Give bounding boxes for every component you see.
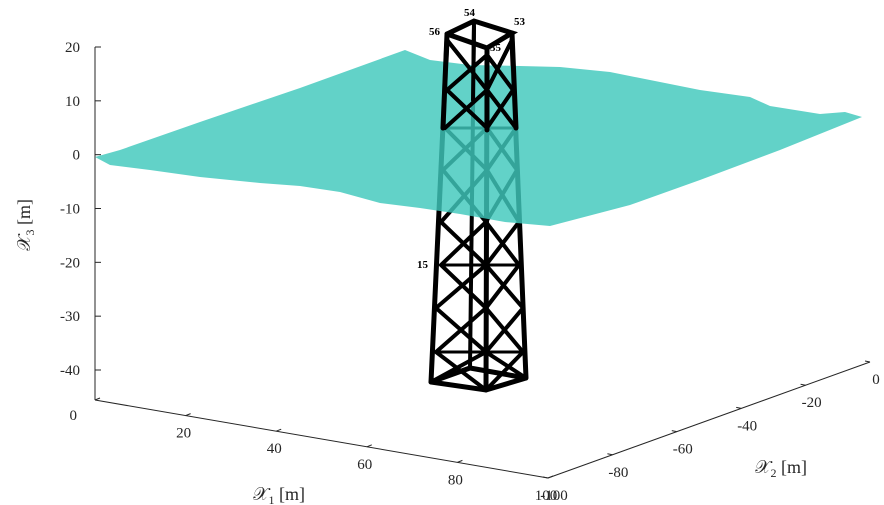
z-axis-label: 𝒳3 [m]: [14, 199, 37, 251]
tower-brace: [483, 220, 526, 392]
y-tick-mark: [864, 360, 871, 363]
x-tick-label: 40: [267, 441, 282, 457]
x-axis-line: [94, 399, 549, 479]
node-label: 55: [490, 42, 502, 54]
x-tick-label: 100: [535, 488, 558, 504]
z-tick-label: -40: [60, 363, 80, 379]
x-tick-label: 20: [176, 426, 191, 442]
tower-brace: [444, 53, 489, 130]
tower-leg: [471, 19, 476, 102]
z-ticks: 20 10 0 -10 -20 -30 -40: [60, 40, 101, 379]
x-tick-mark: [94, 397, 101, 401]
z-tick-label: -30: [60, 309, 80, 325]
z-tick-label: 0: [73, 148, 81, 164]
x-ticks: 0 20 40 60 80 100: [70, 397, 558, 504]
node-label: 56: [429, 26, 441, 38]
axes-frame: [94, 47, 871, 479]
y-tick-label: 0: [872, 372, 880, 388]
tower-brace: [483, 220, 528, 380]
x-tick-mark: [457, 459, 463, 463]
y-tick-label: -40: [737, 418, 757, 434]
y-axis-label: 𝒳2 [m]: [755, 457, 807, 480]
y-tick-label: -20: [802, 395, 822, 411]
tower-leg: [440, 31, 450, 131]
water-surface: [95, 50, 862, 226]
x-axis-label: 𝒳1 [m]: [253, 484, 305, 505]
x-tick-mark: [547, 475, 554, 479]
z-tick-label: -20: [60, 255, 80, 271]
tower-brace: [485, 53, 516, 130]
tower-brace: [484, 38, 518, 130]
z-tick-label: 10: [65, 94, 80, 110]
y-axis-line: [547, 361, 871, 479]
y-tick-mark: [671, 430, 677, 433]
node-label: 15: [417, 259, 429, 271]
x-tick-label: 60: [357, 457, 372, 473]
tower-leg: [509, 30, 519, 131]
tower-top-frame: [444, 18, 519, 51]
x-tick-label: 0: [70, 408, 78, 424]
x-tick-mark: [185, 413, 191, 417]
node-label: 53: [514, 16, 526, 28]
node-label: 54: [464, 7, 476, 19]
y-tick-mark: [736, 406, 742, 409]
y-tick-label: -60: [673, 442, 693, 458]
y-tick-mark: [607, 453, 613, 456]
y-tick-mark: [800, 383, 806, 386]
y-tick-mark: [542, 476, 549, 479]
x-tick-mark: [366, 444, 372, 448]
tower-brace: [429, 220, 490, 384]
x-tick-mark: [276, 428, 282, 432]
z-tick-label: -10: [60, 202, 80, 218]
y-ticks: -100 -80 -60 -40 -20 0: [540, 360, 880, 504]
x-tick-label: 80: [448, 472, 463, 488]
y-tick-label: -80: [608, 465, 628, 481]
z-tick-label: 20: [65, 40, 80, 56]
tower-upper: [440, 18, 519, 133]
y-tick-label: -100: [540, 488, 568, 504]
